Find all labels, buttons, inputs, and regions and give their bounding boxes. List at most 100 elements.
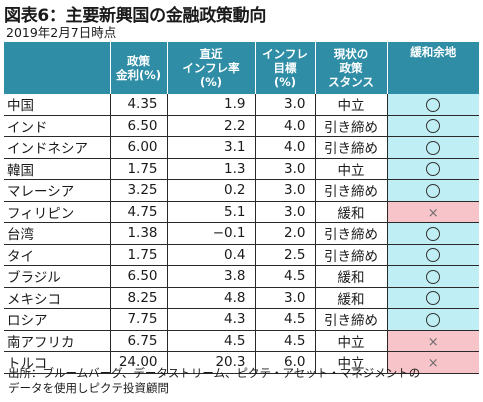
target-cell: 3.0	[255, 94, 316, 116]
table-row: 台湾 1.38 −0.1 2.0 引き締め	[4, 222, 479, 245]
country-cell: メキシコ	[4, 287, 111, 309]
header-target-line3: (%)	[273, 75, 297, 89]
cross-mark-icon: ×	[427, 356, 439, 372]
rate-cell: 6.50	[110, 265, 168, 288]
stance-cell: 引き締め	[315, 222, 388, 245]
rate-cell: 1.38	[110, 222, 168, 245]
inflation-cell: 5.1	[167, 201, 256, 223]
header-row: 政策 金利(%) 直近 インフレ率 (%) インフレ 目標 (%) 現状の 政策…	[4, 42, 479, 94]
source-note: 出所：ブルームバーグ、データストリーム、ピクテ・アセット・マネジメントの データ…	[8, 366, 420, 396]
easing-cell	[387, 222, 479, 245]
rate-cell: 7.75	[110, 308, 168, 331]
header-inflation-line3: (%)	[199, 75, 223, 89]
target-cell: 3.0	[255, 158, 316, 180]
table-row: フィリピン 4.75 5.1 3.0 緩和 ×	[4, 201, 479, 223]
target-cell: 3.0	[255, 201, 316, 223]
table-row: メキシコ 8.25 4.8 3.0 緩和	[4, 287, 479, 309]
circle-mark-icon	[426, 269, 441, 284]
cross-mark-icon: ×	[427, 334, 439, 350]
circle-mark-icon	[426, 183, 441, 198]
easing-cell	[387, 94, 479, 116]
easing-cell	[387, 265, 479, 288]
stance-cell: 中立	[315, 94, 388, 116]
as-of-date: 2019年2月7日時点	[6, 25, 117, 40]
inflation-cell: 1.3	[167, 158, 256, 180]
circle-mark-icon	[426, 291, 441, 306]
header-inflation-line2: インフレ率	[182, 61, 240, 75]
circle-mark-icon	[426, 312, 441, 327]
target-cell: 4.0	[255, 136, 316, 159]
rate-cell: 4.35	[110, 94, 168, 116]
table-row: インド 6.50 2.2 4.0 引き締め	[4, 115, 479, 137]
inflation-cell: −0.1	[167, 222, 256, 245]
stance-cell: 引き締め	[315, 308, 388, 331]
target-cell: 4.0	[255, 115, 316, 137]
rate-cell: 24.00	[110, 351, 168, 374]
rate-cell: 4.75	[110, 201, 168, 223]
inflation-cell: 3.1	[167, 136, 256, 159]
inflation-cell: 4.3	[167, 308, 256, 331]
circle-mark-icon	[426, 119, 441, 134]
table-row: ロシア 7.75 4.3 4.5 引き締め	[4, 308, 479, 331]
country-cell: フィリピン	[4, 201, 111, 223]
page-title: 図表6：主要新興国の金融政策動向	[4, 6, 267, 26]
country-cell: ブラジル	[4, 265, 111, 288]
inflation-cell: 3.8	[167, 265, 256, 288]
country-cell: マレーシア	[4, 179, 111, 202]
header-rate-line1: 政策	[127, 54, 150, 68]
stance-cell: 引き締め	[315, 179, 388, 202]
country-cell: 南アフリカ	[4, 330, 111, 352]
easing-cell: ×	[387, 201, 479, 223]
stance-cell: 中立	[315, 158, 388, 180]
target-cell: 4.5	[255, 265, 316, 288]
stance-cell: 緩和	[315, 287, 388, 309]
table-row: 南アフリカ 6.75 4.5 4.5 中立 ×	[4, 330, 479, 352]
target-cell: 2.5	[255, 244, 316, 266]
header-stance: 現状の 政策 スタンス	[315, 42, 388, 94]
country-cell: ロシア	[4, 308, 111, 331]
header-target-line1: インフレ	[262, 47, 308, 61]
table-row: トルコ 24.00 20.3 6.0 中立 ×	[4, 351, 479, 374]
target-cell: 4.5	[255, 330, 316, 352]
target-cell: 2.0	[255, 222, 316, 245]
rate-cell: 3.25	[110, 179, 168, 202]
circle-mark-icon	[426, 97, 441, 112]
inflation-cell: 2.2	[167, 115, 256, 137]
inflation-cell: 4.8	[167, 287, 256, 309]
header-stance-line1: 現状の	[333, 47, 369, 61]
circle-mark-icon	[426, 226, 441, 241]
country-cell: 台湾	[4, 222, 111, 245]
target-cell: 6.0	[255, 351, 316, 374]
stance-cell: 緩和	[315, 265, 388, 288]
rate-cell: 6.00	[110, 136, 168, 159]
country-cell: インドネシア	[4, 136, 111, 159]
easing-cell	[387, 158, 479, 180]
stance-cell: 緩和	[315, 201, 388, 223]
circle-mark-icon	[426, 140, 441, 155]
header-rate-line2: 金利(%)	[115, 68, 162, 82]
header-inflation-line1: 直近	[199, 47, 223, 61]
easing-cell	[387, 136, 479, 159]
country-cell: タイ	[4, 244, 111, 266]
header-inflation: 直近 インフレ率 (%)	[167, 42, 256, 94]
easing-cell	[387, 115, 479, 137]
source-line-2: データを使用しピクテ投資顧問	[8, 381, 169, 395]
table-row: インドネシア 6.00 3.1 4.0 引き締め	[4, 136, 479, 159]
circle-mark-icon	[426, 162, 441, 177]
inflation-cell: 4.5	[167, 330, 256, 352]
header-stance-line2: 政策	[339, 61, 363, 75]
stance-cell: 中立	[315, 330, 388, 352]
source-line-1: 出所：ブルームバーグ、データストリーム、ピクテ・アセット・マネジメントの	[8, 366, 421, 380]
easing-cell	[387, 287, 479, 309]
header-country	[4, 42, 111, 94]
cross-mark-icon: ×	[427, 205, 439, 221]
rate-cell: 6.75	[110, 330, 168, 352]
easing-cell	[387, 308, 479, 331]
stance-cell: 引き締め	[315, 136, 388, 159]
inflation-cell: 20.3	[167, 351, 256, 374]
header-target-line2: 目標	[273, 61, 297, 75]
policy-table: 政策 金利(%) 直近 インフレ率 (%) インフレ 目標 (%) 現状の 政策…	[4, 42, 479, 374]
header-target: インフレ 目標 (%)	[255, 42, 316, 94]
target-cell: 4.5	[255, 308, 316, 331]
header-rate: 政策 金利(%)	[110, 42, 168, 94]
